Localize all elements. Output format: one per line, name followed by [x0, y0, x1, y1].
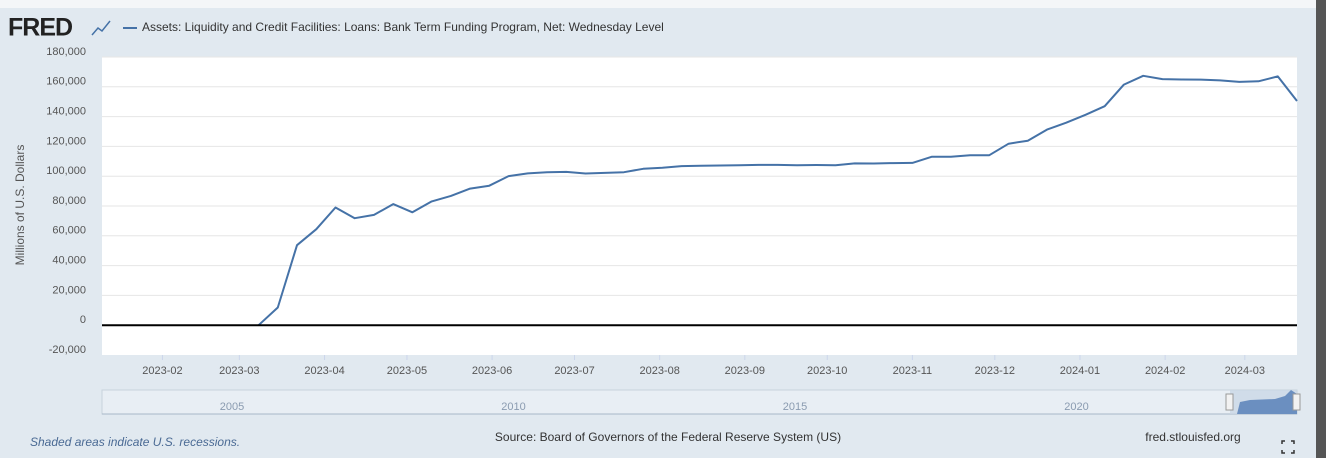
x-tick-label: 2023-08: [639, 365, 679, 377]
y-tick-label: 0: [80, 314, 86, 326]
logo: FRED: [8, 14, 72, 42]
y-tick-label: 40,000: [52, 255, 86, 267]
logo-icon: [91, 20, 111, 36]
x-tick-label: 2023-06: [472, 365, 512, 377]
navigator-label: 2010: [501, 401, 525, 413]
x-tick-label: 2024-03: [1225, 365, 1265, 377]
site: fred.stlouisfed.org: [1145, 430, 1240, 444]
navigator-series: [1237, 390, 1297, 414]
x-tick-label: 2023-09: [725, 365, 765, 377]
recession-note: Shaded areas indicate U.S. recessions.: [30, 435, 240, 449]
legend-label: Assets: Liquidity and Credit Facilities:…: [142, 20, 664, 34]
y-tick-label: 60,000: [52, 225, 86, 237]
y-tick-label: 100,000: [46, 165, 86, 177]
series-line: [257, 74, 1298, 326]
x-tick-label: 2023-04: [304, 365, 344, 377]
y-tick-label: -20,000: [49, 344, 86, 356]
x-tick-label: 2023-11: [893, 365, 933, 377]
x-tick-label: 2024-02: [1145, 365, 1185, 377]
navigator-label: 2015: [783, 401, 807, 413]
x-tick-label: 2023-05: [387, 365, 427, 377]
x-tick-label: 2023-12: [975, 365, 1015, 377]
navigator: [101, 389, 1298, 415]
x-tick-label: 2023-02: [142, 365, 182, 377]
x-tick-label: 2023-03: [219, 365, 259, 377]
navigator-label: 2005: [220, 401, 244, 413]
y-tick-label: 120,000: [46, 135, 86, 147]
y-tick-label: 160,000: [46, 76, 86, 88]
fullscreen-icon[interactable]: [1281, 440, 1295, 454]
y-tick-label: 140,000: [46, 106, 86, 118]
source: Source: Board of Governors of the Federa…: [495, 430, 841, 444]
x-tick-label: 2024-01: [1060, 365, 1100, 377]
navigator-handle[interactable]: [1292, 393, 1301, 411]
x-tick-label: 2023-07: [554, 365, 594, 377]
navigator-handle[interactable]: [1225, 393, 1234, 411]
x-tick-label: 2023-10: [807, 365, 847, 377]
top-strip: [0, 0, 1316, 8]
right-border: [1316, 0, 1326, 458]
navigator-label: 2020: [1064, 401, 1088, 413]
y-tick-label: 20,000: [52, 284, 86, 296]
y-tick-label: 80,000: [52, 195, 86, 207]
y-tick-label: 180,000: [46, 46, 86, 58]
y-axis-label: Millions of U.S. Dollars: [13, 145, 27, 266]
